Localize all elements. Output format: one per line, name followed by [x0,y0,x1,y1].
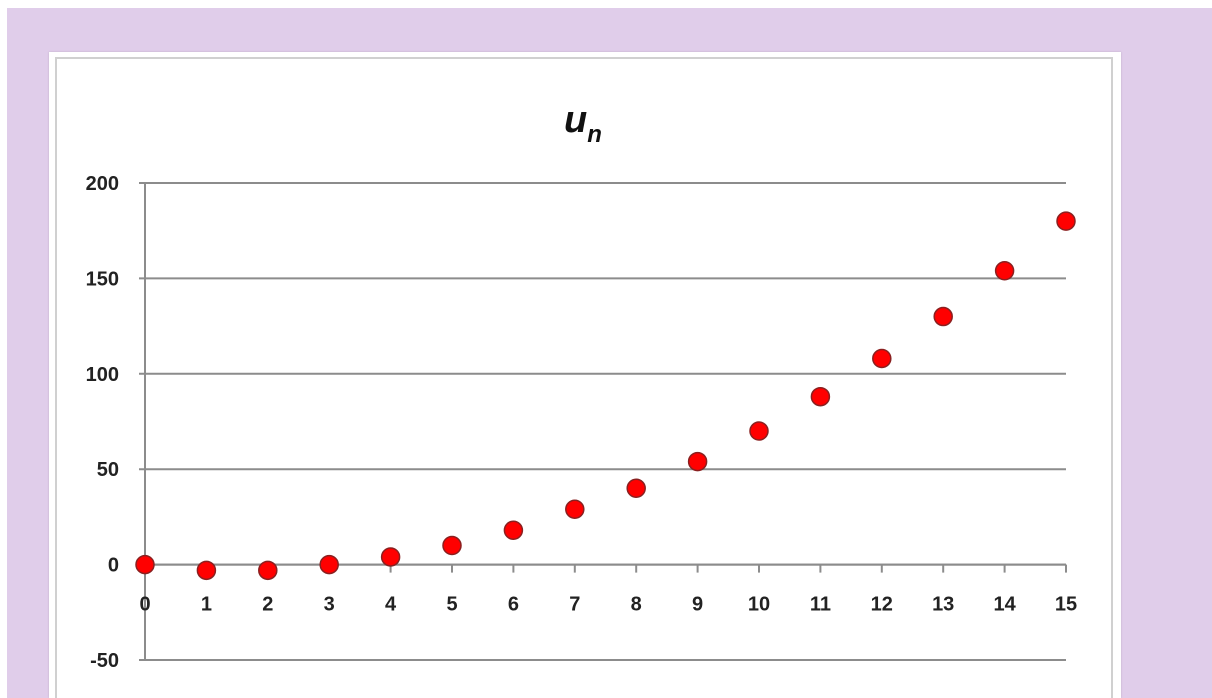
data-point [872,348,892,369]
x-tick-label: 9 [692,594,703,616]
data-point [626,478,646,499]
y-tick-labels: 200 150 100 50 0 -50 [86,173,119,672]
x-tick-label: 1 [201,594,212,616]
x-tick-label: 3 [324,594,335,616]
data-point [135,554,155,575]
data-point [1056,211,1076,231]
data-point [749,421,769,441]
y-tick-label: 50 [97,459,119,481]
x-tick-label: 5 [446,594,457,616]
y-tick-label: 0 [108,555,119,577]
data-point [380,547,401,567]
axes [144,183,1067,660]
data-point [994,261,1015,281]
data-point [933,306,953,327]
chart-title-main: u [564,99,587,141]
y-tick-label: 150 [86,268,119,290]
x-tick-label: 4 [385,594,397,616]
data-point [503,520,524,541]
x-tick-label: 8 [631,594,642,616]
x-tick-label: 15 [1055,594,1077,616]
y-tick-label: -50 [90,650,119,672]
x-tick-label: 6 [508,594,519,616]
x-tick-label: 2 [262,594,273,616]
x-tick-labels: 0 1 2 3 4 5 6 7 8 9 10 11 12 13 14 15 [139,594,1077,616]
x-tick-label: 13 [932,594,954,616]
y-tick-label: 200 [86,173,119,195]
data-point [565,499,585,520]
chart-title-subscript: n [587,121,602,148]
chart-plot-frame [55,57,1113,698]
chart-title: un [564,99,602,148]
x-tick-label: 12 [871,594,893,616]
data-point [687,451,708,472]
grid-lines [139,182,1066,661]
data-points [135,211,1076,581]
x-tick-label: 7 [569,594,580,616]
x-tick-label: 10 [748,594,770,616]
data-point [196,560,217,581]
data-point [258,560,278,581]
data-point [319,554,339,575]
x-tick-label: 0 [139,594,150,616]
x-tick-label: 14 [993,594,1016,616]
data-point [442,535,462,556]
y-tick-label: 100 [86,364,119,386]
data-point [810,386,831,407]
x-tick-label: 11 [810,594,831,616]
